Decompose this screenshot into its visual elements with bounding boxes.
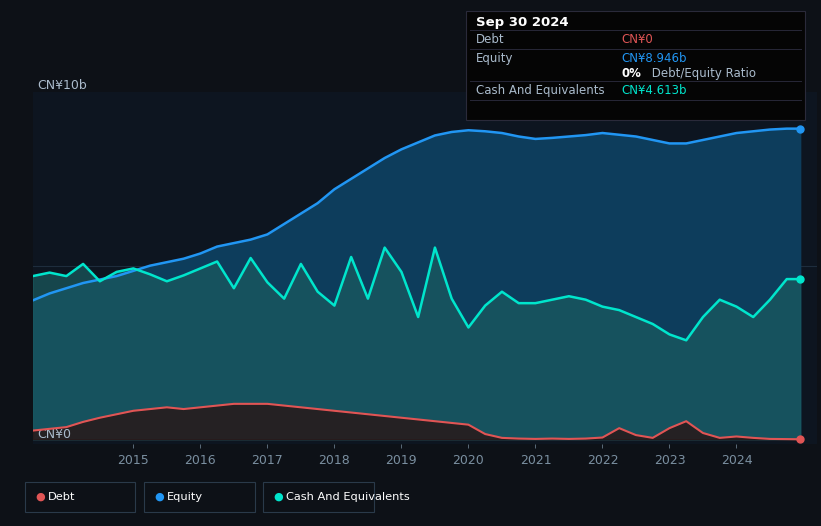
Text: Cash And Equivalents: Cash And Equivalents — [476, 84, 605, 97]
Text: CN¥0: CN¥0 — [37, 428, 71, 441]
Text: Equity: Equity — [167, 492, 203, 502]
Text: Cash And Equivalents: Cash And Equivalents — [286, 492, 410, 502]
Text: ●: ● — [273, 492, 283, 502]
Text: CN¥0: CN¥0 — [621, 33, 654, 46]
Text: CN¥8.946b: CN¥8.946b — [621, 52, 687, 65]
Text: Debt/Equity Ratio: Debt/Equity Ratio — [648, 67, 756, 80]
Text: Debt: Debt — [48, 492, 75, 502]
Text: ●: ● — [35, 492, 45, 502]
Text: Equity: Equity — [476, 52, 514, 65]
Text: 0%: 0% — [621, 67, 641, 80]
Text: Sep 30 2024: Sep 30 2024 — [476, 16, 569, 29]
Text: CN¥10b: CN¥10b — [37, 79, 86, 92]
Text: ●: ● — [154, 492, 164, 502]
Text: Debt: Debt — [476, 33, 505, 46]
Text: CN¥4.613b: CN¥4.613b — [621, 84, 687, 97]
